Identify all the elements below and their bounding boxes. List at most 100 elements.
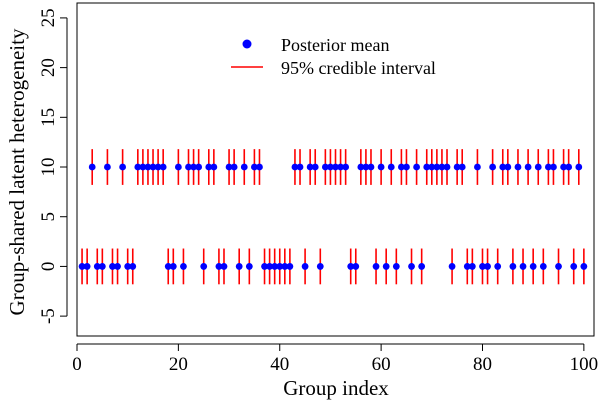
- x-tick-label-80: 80: [473, 354, 492, 375]
- point-96: [560, 163, 567, 171]
- point-25: [200, 263, 208, 270]
- point-1: [78, 263, 86, 270]
- point-68: [418, 263, 426, 270]
- point-6: [104, 163, 111, 171]
- point-23: [190, 163, 197, 171]
- point-70: [428, 163, 436, 171]
- point-86: [509, 263, 517, 270]
- legend-point-marker: [242, 39, 252, 49]
- point-49: [321, 163, 329, 171]
- point-91: [534, 163, 542, 171]
- y-tick-label--5: -5: [38, 308, 59, 324]
- plot-frame: [76, 2, 595, 337]
- point-54: [347, 263, 355, 270]
- point-42: [286, 263, 294, 270]
- y-tick-label-0: 0: [38, 262, 59, 272]
- point-8: [114, 263, 121, 270]
- point-60: [377, 163, 385, 171]
- point-5: [98, 263, 106, 270]
- point-56: [357, 163, 365, 171]
- point-31: [230, 163, 238, 171]
- point-89: [524, 163, 532, 171]
- x-tick-label-100: 100: [570, 354, 599, 375]
- point-58: [367, 163, 375, 171]
- legend-label-posterior-mean: Posterior mean: [281, 35, 389, 55]
- point-81: [484, 263, 491, 270]
- point-43: [291, 163, 299, 171]
- point-100: [580, 263, 588, 270]
- point-75: [453, 163, 461, 171]
- point-30: [225, 163, 233, 171]
- point-77: [463, 263, 471, 270]
- point-80: [479, 263, 486, 270]
- point-59: [372, 263, 380, 270]
- point-14: [144, 163, 152, 171]
- point-46: [306, 163, 314, 171]
- y-tick-label-25: 25: [38, 8, 59, 27]
- point-65: [403, 163, 410, 171]
- point-83: [494, 263, 502, 270]
- point-18: [164, 263, 172, 270]
- point-73: [443, 163, 451, 171]
- point-64: [397, 163, 405, 171]
- point-34: [245, 263, 253, 270]
- x-axis-title: Group index: [283, 376, 389, 400]
- point-61: [382, 263, 390, 270]
- point-9: [119, 163, 127, 171]
- plot-marks: [78, 149, 588, 285]
- point-90: [529, 263, 537, 270]
- point-48: [316, 263, 324, 270]
- x-tick-label-20: 20: [169, 354, 188, 375]
- point-27: [210, 163, 218, 171]
- point-50: [327, 163, 334, 171]
- point-47: [311, 163, 319, 171]
- point-19: [169, 263, 177, 270]
- point-95: [555, 263, 562, 270]
- point-93: [544, 163, 552, 171]
- point-85: [504, 163, 512, 171]
- point-74: [448, 263, 456, 270]
- point-24: [195, 163, 203, 171]
- point-22: [185, 163, 192, 171]
- point-82: [489, 163, 497, 171]
- point-98: [570, 263, 578, 270]
- point-69: [423, 163, 431, 171]
- point-99: [575, 163, 583, 171]
- y-axis: -5 0 5 10 15 20 25: [38, 8, 68, 324]
- point-12: [134, 163, 142, 171]
- point-67: [413, 163, 420, 171]
- point-26: [205, 163, 213, 171]
- point-63: [392, 263, 400, 270]
- y-tick-label-10: 10: [38, 158, 59, 177]
- point-76: [458, 163, 466, 171]
- point-15: [149, 163, 157, 171]
- point-11: [129, 263, 137, 270]
- point-3: [88, 163, 96, 171]
- point-20: [174, 163, 182, 171]
- point-13: [139, 163, 147, 171]
- point-52: [337, 163, 344, 171]
- legend-label-credible-interval: 95% credible interval: [281, 58, 436, 78]
- point-32: [235, 263, 243, 270]
- point-35: [251, 163, 258, 171]
- point-28: [215, 263, 223, 270]
- point-41: [281, 263, 289, 270]
- point-36: [256, 163, 263, 171]
- y-tick-label-15: 15: [38, 108, 59, 127]
- point-55: [352, 263, 360, 270]
- point-53: [342, 163, 350, 171]
- x-tick-label-0: 0: [72, 354, 82, 375]
- point-84: [499, 163, 507, 171]
- point-29: [220, 263, 228, 270]
- point-79: [474, 163, 481, 171]
- point-92: [539, 263, 547, 270]
- point-62: [387, 163, 395, 171]
- point-71: [433, 163, 441, 171]
- legend: Posterior mean 95% credible interval: [231, 35, 436, 78]
- point-88: [519, 263, 527, 270]
- point-7: [109, 263, 116, 270]
- point-38: [266, 263, 274, 270]
- point-72: [438, 163, 446, 171]
- point-78: [468, 263, 476, 270]
